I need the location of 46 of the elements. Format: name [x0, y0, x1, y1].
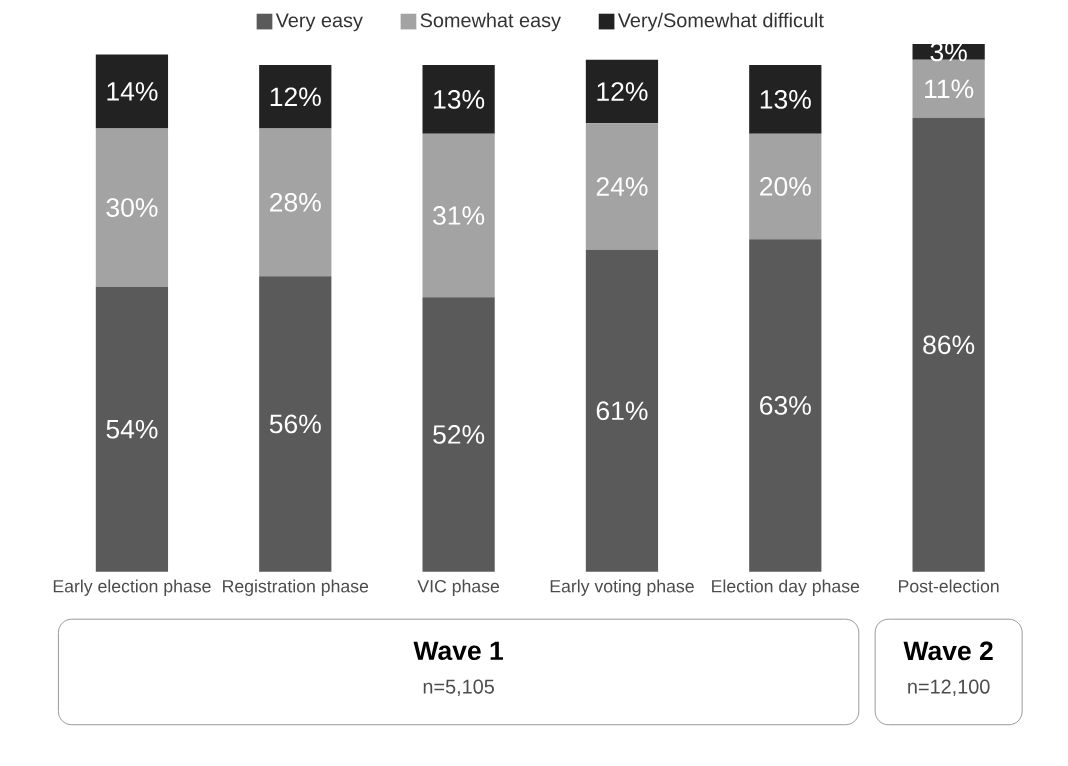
text: n=5,105: [423, 679, 494, 696]
bar: [259, 275, 332, 572]
x-tick-label: Post-election: [899, 579, 999, 593]
bar: [422, 133, 495, 298]
x-tick-label: Registration phase: [223, 579, 369, 596]
bar: [95, 54, 169, 129]
legend-label: Somewhat easy: [420, 12, 561, 32]
x-tick-label: Early voting phase: [550, 579, 694, 596]
x-tick-label: VIC phase: [417, 579, 500, 596]
bar: [422, 297, 495, 572]
data-label: 24%: [596, 176, 648, 196]
data-label: 12%: [597, 81, 648, 101]
data-label: 14%: [107, 81, 158, 101]
legend-label: Very/Somewhat difficult: [617, 12, 824, 32]
bar: [912, 117, 985, 572]
data-label: 63%: [760, 395, 811, 415]
data-label: 13%: [760, 89, 811, 109]
data-label: 28%: [270, 192, 321, 212]
bar: [259, 128, 332, 276]
x-tick-label: Early election phase: [53, 579, 211, 596]
bar: [749, 239, 822, 572]
bar: [259, 64, 332, 129]
data-label: 54%: [106, 419, 158, 439]
data-label: 61%: [596, 401, 648, 420]
bar: [749, 133, 822, 240]
legend-label: Very easy: [275, 13, 363, 32]
bar: [585, 59, 659, 123]
data-label: 86%: [923, 335, 975, 354]
data-label: 56%: [269, 414, 321, 434]
data-label: 20%: [760, 176, 811, 196]
bar: [95, 286, 169, 572]
data-label: 13%: [434, 89, 485, 109]
data-label: 12%: [270, 87, 321, 106]
bar: [585, 122, 659, 250]
data-label: 31%: [433, 205, 485, 225]
bar: [585, 249, 659, 572]
data-label: 11%: [925, 79, 974, 98]
bar: [95, 128, 169, 287]
data-label: 52%: [433, 424, 485, 444]
text: n=12,100: [908, 679, 990, 696]
bar: [422, 64, 495, 134]
x-tick-label: Election day phase: [712, 579, 860, 596]
bar: [749, 64, 822, 134]
data-label: 30%: [106, 197, 158, 217]
text: Wave 2: [903, 641, 993, 660]
text: Wave 1: [413, 641, 503, 660]
